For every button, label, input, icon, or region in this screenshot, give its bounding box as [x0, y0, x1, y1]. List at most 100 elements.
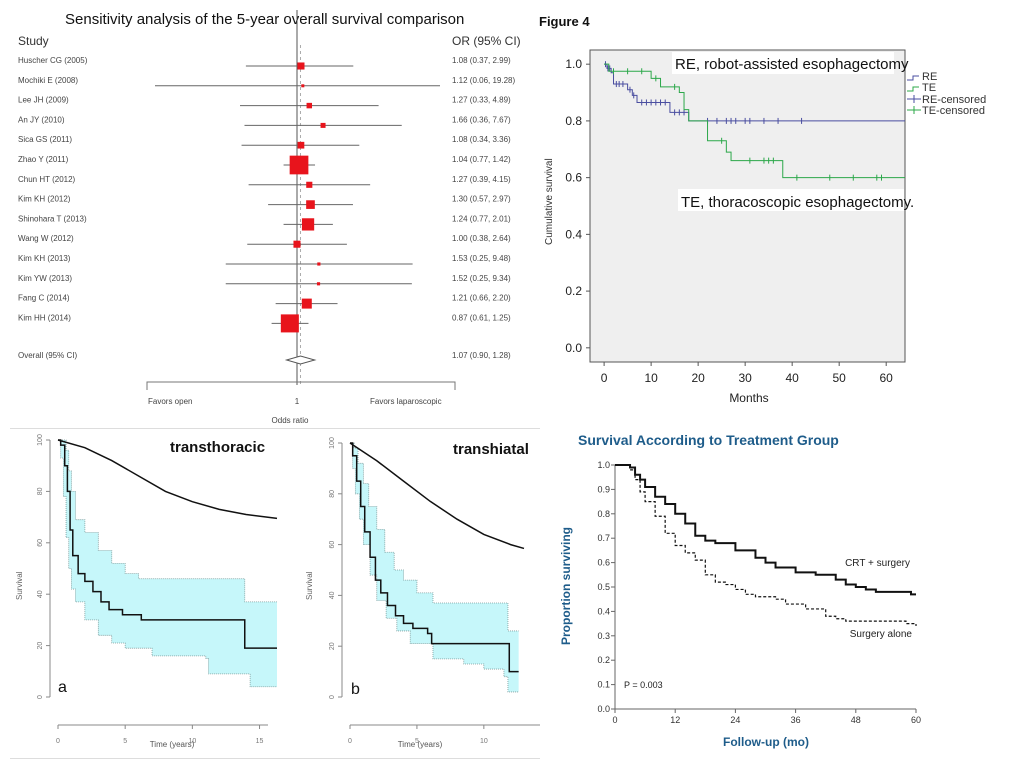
- km-ci-upper-line: [58, 439, 277, 603]
- transhiatal-title: transhiatal: [453, 441, 529, 458]
- figure4-ytick-label: 0.0: [565, 341, 582, 355]
- forest-study-box: [289, 155, 309, 175]
- km-ci-band: [350, 443, 519, 692]
- km-ytick-label: 20: [329, 642, 336, 650]
- km-ytick-label: 40: [329, 591, 336, 599]
- forest-study-box: [280, 314, 299, 333]
- transthoracic-ylabel: Survival: [15, 571, 24, 600]
- forest-study-or: 1.08 (0.37, 2.99): [452, 56, 511, 65]
- treatment-ytick-label: 0.2: [597, 655, 610, 665]
- figure4-xtick-label: 60: [880, 371, 894, 385]
- transthoracic-km-plot: 0 20 40 60 80 100 0 5 10 15 transthoracic a Survi…: [15, 434, 278, 749]
- divider-bottom: [10, 758, 540, 759]
- km-ci-lower-line: [58, 439, 277, 688]
- km-xtick-label: 10: [188, 738, 196, 745]
- figure4-km-plot: Figure 4 0 10 20 30 40 50 60 0.0 0.2 0.4 0.6 0.8 1.0…: [539, 14, 986, 405]
- forest-study-name: Huscher CG (2005): [18, 56, 88, 65]
- forest-study-name: Wang W (2012): [18, 234, 74, 243]
- figure4-xtick-label: 50: [832, 371, 846, 385]
- treatment-ytick-label: 0.4: [597, 606, 610, 616]
- forest-study-or: 1.66 (0.36, 7.67): [452, 115, 511, 124]
- treatment-group-panel: Survival According to Treatment Group 0.…: [555, 425, 1024, 768]
- figure4-ylabel: Cumulative survival: [544, 158, 555, 245]
- forest-study-or: 1.12 (0.06, 19.28): [452, 76, 515, 85]
- forest-study-or: 1.04 (0.77, 1.42): [452, 155, 511, 164]
- forest-study-or: 1.53 (0.25, 9.48): [452, 254, 511, 263]
- legend-te-swatch: [907, 86, 919, 92]
- km-ytick-label: 100: [329, 437, 336, 449]
- km-ytick-label: 0: [37, 695, 44, 699]
- figure4-ytick-label: 0.8: [565, 114, 582, 128]
- forest-left-label: Favors open: [148, 397, 192, 406]
- figure4-ytick-label: 0.2: [565, 284, 582, 298]
- treatment-ytick-label: 0.8: [597, 509, 610, 519]
- forest-overall-or: 1.07 (0.90, 1.28): [452, 351, 511, 360]
- forest-study-box: [297, 141, 305, 149]
- treatment-xtick-label: 36: [791, 715, 801, 725]
- legend-te-censored-swatch: [907, 106, 921, 114]
- panel-label-a: a: [58, 679, 67, 696]
- km-observed-line: [58, 439, 277, 649]
- km-ytick-label: 20: [37, 642, 44, 650]
- transhiatal-panel: 0 20 40 60 80 100 0 5 10 transhiatal b Survival …: [290, 428, 545, 760]
- forest-study-box: [306, 181, 313, 188]
- forest-study-box: [301, 218, 315, 231]
- forest-plot-panel: Sensitivity analysis of the 5-year overa…: [0, 0, 540, 428]
- forest-study-box: [317, 262, 321, 266]
- km-xtick-label: 15: [256, 738, 264, 745]
- forest-plot: Sensitivity analysis of the 5-year overa…: [18, 10, 521, 425]
- treatment-group-km-plot: Survival According to Treatment Group 0.…: [559, 432, 921, 749]
- figure4-annot-te: TE, thoracoscopic esophagectomy.: [681, 194, 914, 211]
- forest-right-label: Favors laparoscopic: [370, 397, 442, 406]
- km-xtick-label: 5: [123, 738, 127, 745]
- transthoracic-xlabel: Time (years): [150, 740, 195, 749]
- forest-study-box: [293, 240, 301, 248]
- treatment-ytick-label: 0.9: [597, 484, 610, 494]
- figure4-xlabel: Months: [729, 391, 768, 405]
- forest-study-or: 0.87 (0.61, 1.25): [452, 313, 511, 322]
- treatment-xtick-label: 24: [730, 715, 740, 725]
- treatment-xtick-label: 48: [851, 715, 861, 725]
- km-ci-lower-line: [350, 442, 519, 693]
- forest-ref-tick: 1: [295, 397, 300, 406]
- km-ytick-label: 0: [329, 695, 336, 699]
- forest-overall-diamond: [284, 355, 317, 365]
- forest-study-box: [301, 84, 305, 88]
- km-xtick-label: 0: [56, 738, 60, 745]
- km-xtick-label: 0: [348, 738, 352, 745]
- km-observed-line: [350, 442, 519, 673]
- figure4-xtick-label: 20: [691, 371, 705, 385]
- forest-overall-name: Overall (95% CI): [18, 351, 77, 360]
- figure4-ytick-label: 0.4: [565, 227, 582, 241]
- forest-study-box: [320, 122, 326, 128]
- forest-study-or: 1.21 (0.66, 2.20): [452, 294, 511, 303]
- treatment-ylabel: Proportion surviving: [559, 527, 573, 645]
- forest-study-name: Fang C (2014): [18, 294, 70, 303]
- treatment-title: Survival According to Treatment Group: [578, 432, 839, 448]
- legend-te-censored: TE-censored: [922, 105, 985, 117]
- km-ytick-label: 60: [329, 541, 336, 549]
- forest-study-name: Mochiki E (2008): [18, 76, 78, 85]
- forest-study-name: Kim KH (2012): [18, 195, 71, 204]
- treatment-xtick-label: 0: [612, 715, 617, 725]
- treatment-ytick-label: 0.7: [597, 533, 610, 543]
- forest-title: Sensitivity analysis of the 5-year overa…: [65, 11, 464, 28]
- figure4-series-te: [604, 63, 905, 179]
- forest-study-or: 1.27 (0.33, 4.89): [452, 96, 511, 105]
- legend-re-censored: RE-censored: [922, 94, 986, 106]
- km-xtick-label: 5: [415, 738, 419, 745]
- figure4-xtick-label: 0: [601, 371, 608, 385]
- annot-surgery-alone: Surgery alone: [850, 629, 913, 640]
- forest-study-name: Lee JH (2009): [18, 96, 69, 105]
- figure4-xtick-label: 40: [785, 371, 799, 385]
- forest-x-axis: [146, 381, 456, 390]
- transhiatal-ylabel: Survival: [305, 571, 314, 600]
- forest-study-box: [297, 62, 305, 70]
- km-ytick-label: 80: [37, 487, 44, 495]
- figure4-annot-re: RE, robot-assisted esophagectomy: [675, 56, 909, 73]
- divider: [10, 428, 540, 429]
- figure4-xtick-label: 10: [644, 371, 658, 385]
- figure4-panel: Figure 4 0 10 20 30 40 50 60 0.0 0.2 0.4 0.6 0.8 1.0…: [535, 0, 1024, 420]
- treatment-ytick-label: 0.1: [597, 680, 610, 690]
- treatment-surgery-alone-line: [615, 464, 917, 627]
